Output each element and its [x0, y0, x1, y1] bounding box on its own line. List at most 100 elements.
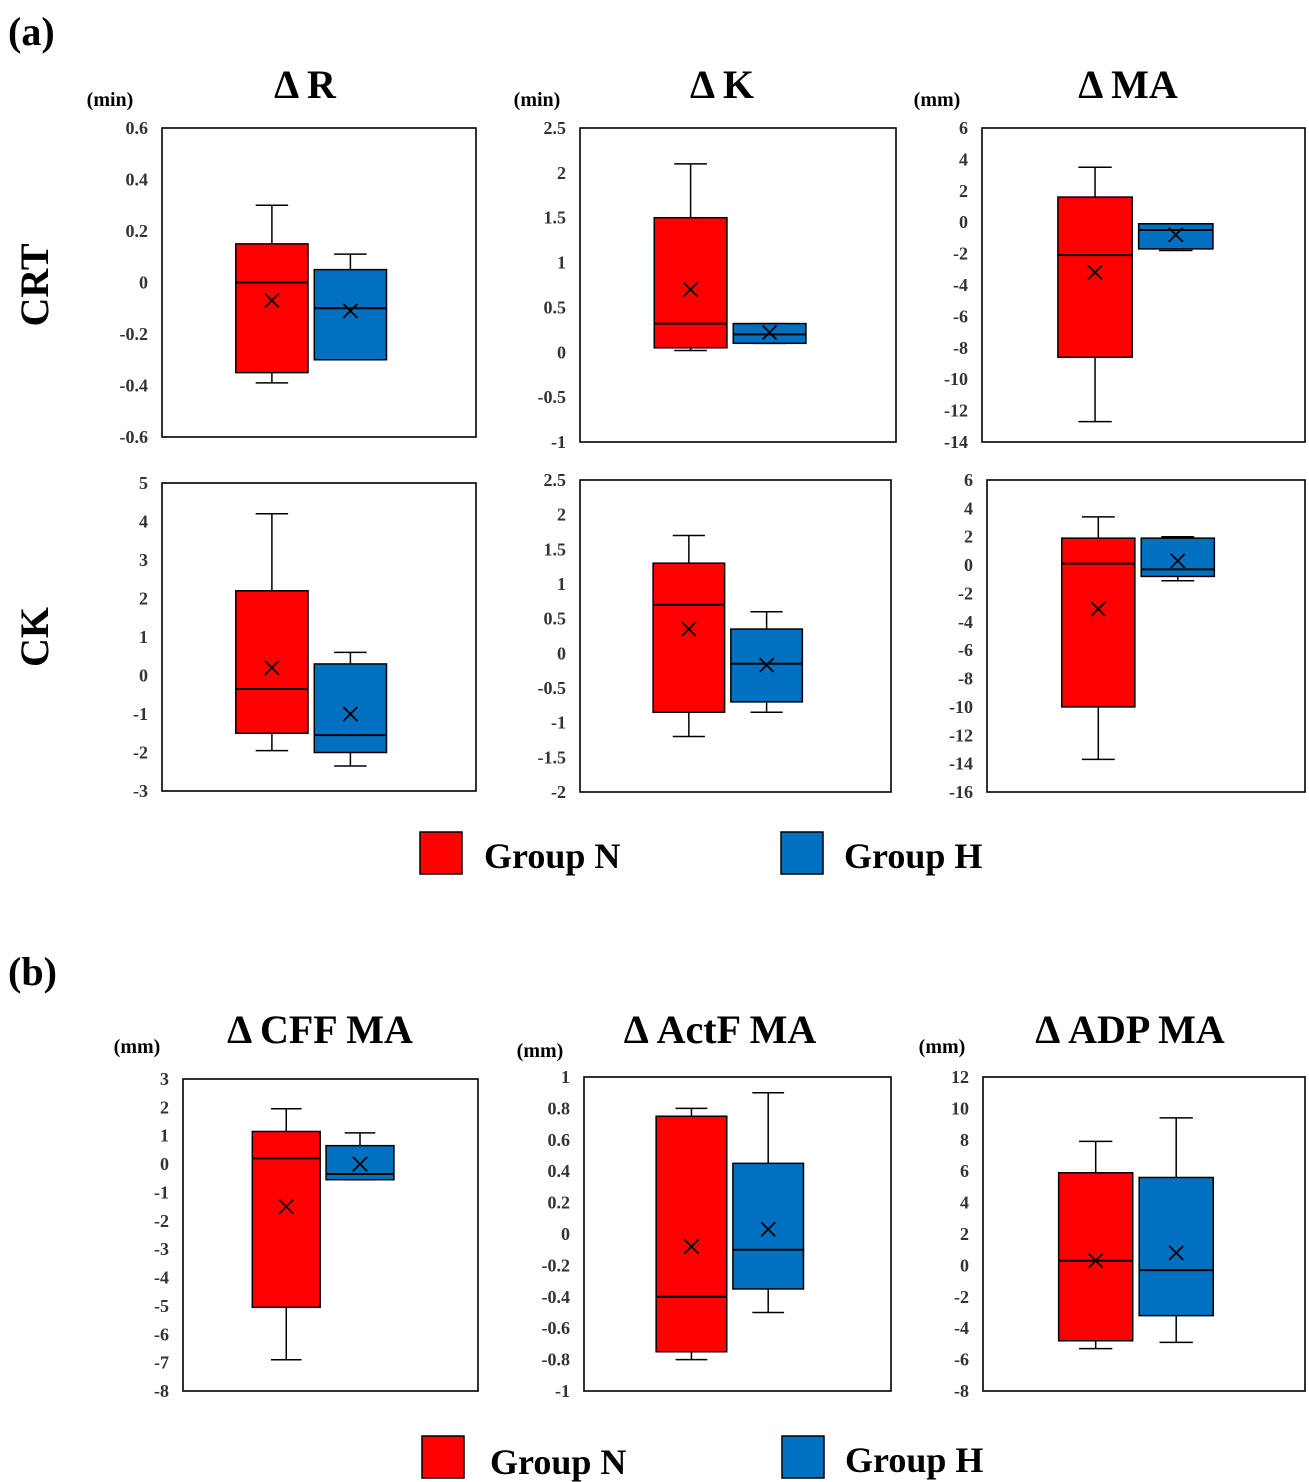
y-tick-label: -12 — [949, 725, 973, 745]
y-tick-label: -2 — [154, 1211, 169, 1231]
y-tick-label: 2.5 — [544, 470, 567, 490]
y-tick-label: -14 — [944, 432, 968, 452]
y-tick-label: 0 — [160, 1154, 169, 1174]
y-tick-label: 1.5 — [544, 539, 567, 559]
y-tick-label: -7 — [154, 1353, 169, 1373]
chart-delta-adp-ma: Δ ADP MA (mm) 12 10 8 6 4 2 0 -2 -4 -6 -8 — [919, 1007, 1306, 1401]
plot-area — [182, 1078, 479, 1392]
chart-ck-delta-k: 2.5 2 1.5 1 0.5 0 -0.5 -1 -1.5 -2 — [538, 470, 892, 802]
y-tick-label: -0.5 — [538, 387, 567, 407]
mean-marker — [682, 281, 699, 298]
y-tick-label: 0 — [557, 643, 566, 663]
iqr-box — [1138, 1176, 1214, 1317]
y-tick-label: -1.5 — [538, 747, 567, 767]
mean-marker — [760, 1221, 776, 1237]
y-tick-label: 3 — [139, 550, 148, 570]
iqr-box — [1057, 196, 1133, 358]
y-tick-label: 2 — [959, 181, 968, 201]
legend-b-swatch-group-n — [421, 1435, 465, 1479]
y-tick-label: -1 — [551, 432, 566, 452]
box-group-n — [1057, 166, 1133, 423]
y-tick-label: -2 — [958, 583, 973, 603]
plot-area — [982, 1076, 1306, 1392]
legend-b-label-group-n: Group N — [490, 1442, 626, 1482]
y-tick-label: -10 — [949, 697, 973, 717]
y-tick-label: -6 — [154, 1324, 169, 1344]
y-tick-label: 0.4 — [126, 170, 149, 190]
box-group-h — [313, 651, 388, 767]
y-tick-label: -6 — [953, 306, 968, 326]
plot-area — [583, 1076, 892, 1392]
mean-marker — [681, 621, 697, 637]
chart-title: Δ MA — [1078, 62, 1178, 107]
y-tick-label: 1 — [561, 1067, 570, 1087]
legend-a-label-group-h: Group H — [844, 836, 982, 876]
box-group-h — [1140, 535, 1216, 582]
iqr-box — [313, 268, 388, 361]
y-tick-label: -4 — [958, 612, 973, 632]
y-tick-label: 2.5 — [544, 118, 567, 138]
mean-marker — [1090, 601, 1106, 617]
box-group-n — [1057, 1140, 1134, 1350]
plot-area — [981, 127, 1306, 443]
y-tick-label: -10 — [944, 369, 968, 389]
y-tick-label: 1 — [557, 574, 566, 594]
box-group-n — [235, 513, 309, 752]
y-tick-label: -0.8 — [542, 1350, 571, 1370]
iqr-box — [235, 590, 309, 734]
mean-marker — [342, 706, 359, 722]
box-group-h — [1137, 223, 1214, 252]
box-group-n — [652, 534, 726, 738]
iqr-box — [1137, 223, 1214, 250]
y-tick-label: 10 — [951, 1098, 969, 1118]
chart-title: Δ ADP MA — [1035, 1007, 1225, 1052]
iqr-box — [235, 243, 309, 374]
mean-marker — [683, 1238, 700, 1255]
y-unit-label: (min) — [514, 89, 561, 111]
y-tick-label: 1 — [160, 1126, 169, 1146]
y-tick-label: 2 — [964, 527, 973, 547]
legend-a-swatch-group-h — [780, 831, 824, 875]
y-tick-label: -6 — [954, 1350, 969, 1370]
iqr-box — [251, 1130, 321, 1309]
y-tick-label: -14 — [949, 754, 973, 774]
y-tick-label: -8 — [154, 1381, 169, 1401]
y-tick-label: 8 — [960, 1130, 969, 1150]
y-tick-label: 0.6 — [126, 118, 149, 138]
box-group-h — [732, 1091, 805, 1314]
y-tick-label: 6 — [960, 1161, 969, 1181]
mean-marker — [352, 1156, 368, 1172]
mean-marker — [761, 324, 778, 341]
y-tick-label: 6 — [959, 118, 968, 138]
chart-delta-cff-ma: Δ CFF MA (mm) 3 2 1 0 -1 -2 -3 -4 -5 -6 -7 -8 — [114, 1007, 479, 1401]
iqr-box — [655, 1115, 728, 1353]
y-tick-label: 0.2 — [548, 1193, 571, 1213]
y-tick-label: 2 — [160, 1097, 169, 1117]
y-tick-label: -1 — [555, 1381, 570, 1401]
iqr-box — [1140, 537, 1216, 578]
legend-b: Group N Group H — [421, 1435, 983, 1482]
box-group-n — [655, 1107, 728, 1361]
legend-a-label-group-n: Group N — [484, 836, 620, 876]
plot-area — [161, 482, 477, 792]
y-unit-label: (mm) — [114, 1036, 161, 1058]
y-tick-label: 6 — [964, 470, 973, 490]
legend-a-swatch-group-n — [419, 831, 463, 875]
y-tick-label: -2 — [953, 244, 968, 264]
chart-title: Δ R — [274, 62, 337, 107]
y-tick-label: 12 — [951, 1067, 969, 1087]
y-tick-label: -8 — [958, 669, 973, 689]
y-tick-label: 2 — [557, 163, 566, 183]
y-tick-label: 0.5 — [544, 609, 567, 629]
y-tick-label: 5 — [139, 473, 148, 493]
y-tick-label: -8 — [953, 338, 968, 358]
y-tick-label: 1.5 — [544, 208, 567, 228]
mean-marker — [278, 1199, 294, 1215]
y-tick-label: -5 — [154, 1296, 169, 1316]
box-group-h — [730, 610, 804, 714]
chart-title: Δ K — [690, 62, 754, 107]
iqr-box — [313, 663, 388, 754]
y-tick-label: -2 — [133, 743, 148, 763]
iqr-box — [732, 1162, 805, 1290]
plot-area — [986, 479, 1306, 793]
